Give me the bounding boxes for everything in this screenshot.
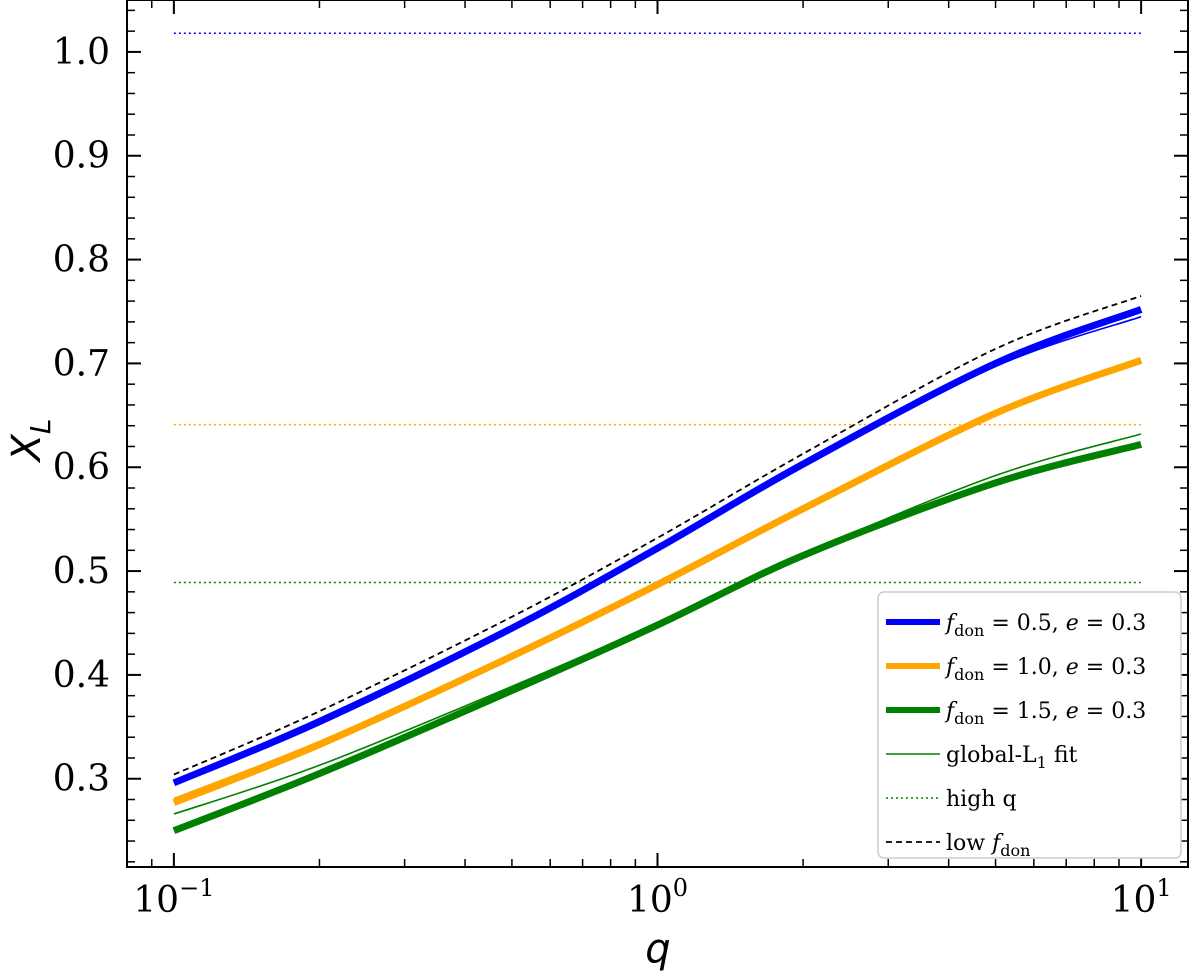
x-tick-label: 101 — [1111, 874, 1172, 921]
legend-label-part: e — [1066, 655, 1079, 680]
legend-label-part: = 1.5, — [984, 699, 1065, 724]
high-q-lines — [173, 32, 1142, 584]
legend-label-part: = 0.5, — [984, 611, 1065, 636]
legend-label-part: e — [1066, 611, 1079, 636]
series-line — [172, 441, 1143, 834]
legend-label-part: e — [1066, 699, 1079, 724]
legend-label-part: fit — [1047, 743, 1078, 768]
y-tick-label: 0.7 — [53, 343, 110, 384]
x-tick-label: 10−1 — [133, 874, 214, 921]
series-line — [173, 433, 1142, 815]
legend-label-part: don — [1000, 841, 1030, 860]
legend: fdon = 0.5, e = 0.3 fdon = 1.0, e = 0.3 fd… — [877, 591, 1182, 860]
y-axis-label-sub: L — [24, 418, 57, 434]
x-tick-exponent: −1 — [179, 874, 214, 902]
x-tick-base: 10 — [1111, 880, 1157, 921]
series-line — [173, 315, 1142, 782]
legend-label-part: don — [954, 709, 984, 728]
y-tick-label: 0.6 — [53, 447, 110, 488]
x-axis-label: q — [645, 926, 670, 972]
legend-label-part: = 0.3 — [1079, 611, 1146, 636]
legend-label-part: 1 — [1037, 753, 1047, 772]
legend-box — [877, 591, 1182, 859]
y-tick-label: 1.0 — [53, 32, 110, 73]
legend-label: low fdon — [946, 831, 1030, 860]
x-tick-base: 10 — [627, 880, 673, 921]
y-tick-label: 0.8 — [53, 240, 110, 281]
x-tick-base: 10 — [133, 880, 179, 921]
legend-label-part: low — [946, 831, 992, 856]
legend-label-part: don — [954, 665, 984, 684]
x-tick-exponent: 1 — [1156, 874, 1171, 902]
y-tick-label: 0.3 — [53, 759, 110, 800]
legend-label: fdon = 0.5, e = 0.3 — [944, 611, 1146, 640]
y-tick-label: 0.9 — [53, 136, 110, 177]
legend-label-part: = 0.3 — [1079, 655, 1146, 680]
series-line — [173, 359, 1142, 800]
legend-label-part: high q — [946, 787, 1017, 812]
x-tick-label: 100 — [627, 874, 688, 921]
legend-label: fdon = 1.5, e = 0.3 — [944, 699, 1146, 728]
legend-label: global-L1 fit — [946, 743, 1078, 772]
legend-label: high q — [946, 787, 1017, 812]
y-tick-label: 0.4 — [53, 655, 110, 696]
legend-label: fdon = 1.0, e = 0.3 — [944, 655, 1146, 684]
series-lines — [172, 295, 1143, 834]
legend-label-part: global-L — [946, 743, 1037, 768]
legend-label-part: = 0.3 — [1079, 699, 1146, 724]
y-axis-label: XL — [4, 418, 57, 463]
y-axis-label-main: X — [4, 433, 50, 464]
y-tick-label: 0.5 — [53, 551, 110, 592]
x-tick-exponent: 0 — [673, 874, 688, 902]
legend-label-part: = 1.0, — [984, 655, 1065, 680]
legend-label-part: don — [954, 621, 984, 640]
